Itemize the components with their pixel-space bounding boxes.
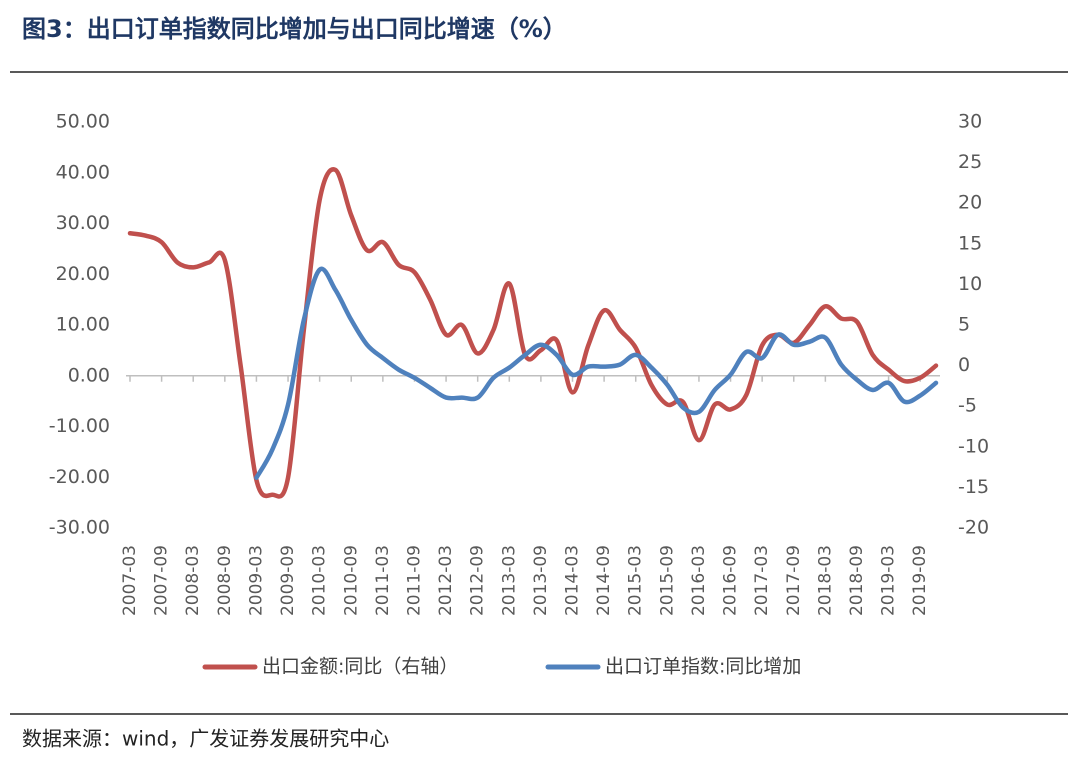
x-tick-label: 2019-09 — [910, 545, 930, 616]
x-tick-label: 2016-03 — [689, 545, 709, 616]
x-tick-label: 2007-03 — [120, 545, 140, 616]
x-tick-label: 2014-03 — [563, 545, 583, 616]
x-tick-label: 2011-03 — [373, 545, 393, 616]
y-tick-label: 30.00 — [56, 212, 110, 234]
y-tick-label: -30.00 — [49, 517, 110, 539]
x-tick-label: 2009-03 — [246, 545, 266, 616]
x-tick-label: 2008-09 — [215, 545, 235, 616]
x-tick-label: 2012-09 — [468, 545, 488, 616]
x-tick-label: 2007-09 — [152, 545, 172, 616]
y2-tick-label: -20 — [958, 517, 989, 539]
y2-tick-label: -15 — [958, 476, 989, 498]
y2-tick-label: 10 — [958, 273, 982, 295]
x-tick-label: 2016-09 — [721, 545, 741, 616]
y2-tick-label: 0 — [958, 354, 970, 376]
x-tick-label: 2009-09 — [278, 545, 298, 616]
y-tick-label: 20.00 — [56, 263, 110, 285]
legend-label: 出口金额:同比（右轴） — [262, 656, 458, 678]
y-tick-label: -20.00 — [49, 466, 110, 488]
source-note: 数据来源：wind，广发证券发展研究中心 — [22, 727, 389, 751]
x-tick-label: 2013-03 — [499, 545, 519, 616]
y2-tick-label: 25 — [958, 151, 982, 173]
x-tick-label: 2015-03 — [626, 545, 646, 616]
y2-tick-label: 20 — [958, 192, 982, 214]
x-tick-label: 2008-03 — [183, 545, 203, 616]
y-tick-label: 0.00 — [68, 364, 110, 386]
x-tick-label: 2012-03 — [436, 545, 456, 616]
x-tick-label: 2018-09 — [847, 545, 867, 616]
x-tick-label: 2010-03 — [310, 545, 330, 616]
y2-tick-label: -10 — [958, 435, 989, 457]
x-tick-label: 2015-09 — [657, 545, 677, 616]
x-tick-label: 2018-03 — [815, 545, 835, 616]
x-tick-label: 2019-03 — [879, 545, 899, 616]
y2-tick-label: 30 — [958, 111, 982, 133]
y2-tick-label: 15 — [958, 232, 982, 254]
series-line — [127, 167, 939, 499]
y-tick-label: 10.00 — [56, 314, 110, 336]
chart-title: 图3：出口订单指数同比增加与出口同比增速（%） — [22, 15, 567, 43]
y-tick-label: 40.00 — [56, 161, 110, 183]
legend-label: 出口订单指数:同比增加 — [605, 656, 801, 678]
y2-tick-label: 5 — [958, 314, 970, 336]
y-tick-label: 50.00 — [56, 111, 110, 133]
y2-tick-label: -5 — [958, 395, 977, 417]
x-tick-label: 2017-03 — [752, 545, 772, 616]
x-tick-label: 2011-09 — [404, 545, 424, 616]
x-tick-label: 2010-09 — [341, 545, 361, 616]
x-tick-label: 2014-09 — [594, 545, 614, 616]
y-tick-label: -10.00 — [49, 415, 110, 437]
x-tick-label: 2013-09 — [531, 545, 551, 616]
series-line — [254, 266, 939, 481]
x-tick-label: 2017-09 — [784, 545, 804, 616]
